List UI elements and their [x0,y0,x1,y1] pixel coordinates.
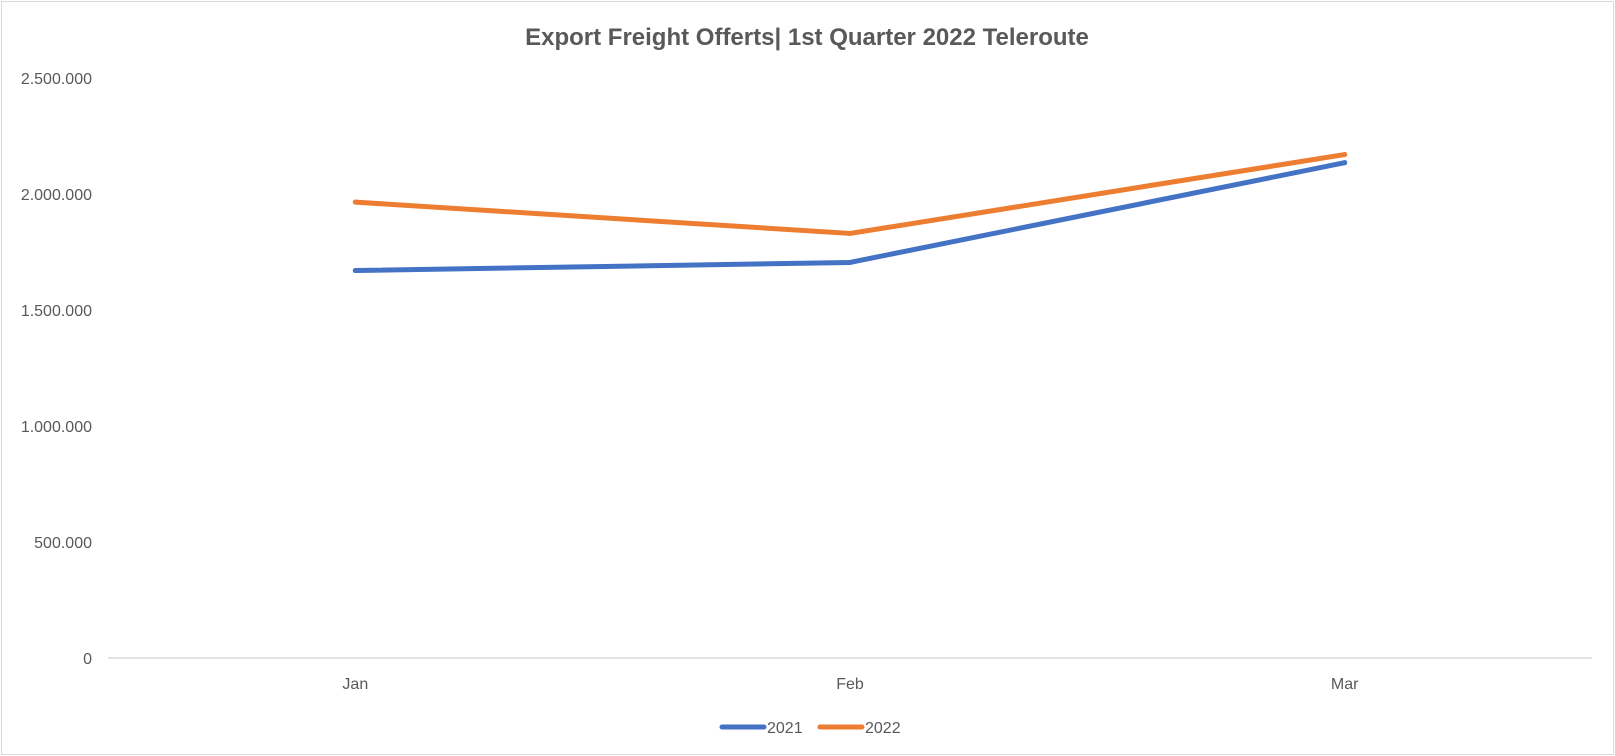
y-tick-label: 2.000.000 [21,187,92,204]
data-point [352,199,358,205]
x-tick-label: Jan [342,676,368,693]
data-point [847,230,853,236]
x-tick-label: Mar [1331,676,1359,693]
y-tick-label: 2.500.000 [21,71,92,88]
data-point [847,259,853,265]
y-tick-label: 0 [83,651,92,668]
legend-label: 2022 [865,720,901,737]
data-point [1342,160,1348,166]
legend: 2021 2022 [719,720,901,737]
data-point [352,268,358,274]
plot-area [352,152,1348,274]
data-point [1342,152,1348,158]
y-axis: 0 500.000 1.000.000 1.500.000 2.000.000 2.500… [21,71,92,668]
x-axis: Jan Feb Mar [108,657,1592,693]
y-tick-label: 1.000.000 [21,419,92,436]
legend-label: 2021 [767,720,803,737]
x-tick-label: Feb [836,676,864,693]
y-tick-label: 500.000 [34,535,92,552]
y-tick-label: 1.500.000 [21,303,92,320]
chart-title: Export Freight Offerts| 1st Quarter 2022… [525,24,1089,51]
